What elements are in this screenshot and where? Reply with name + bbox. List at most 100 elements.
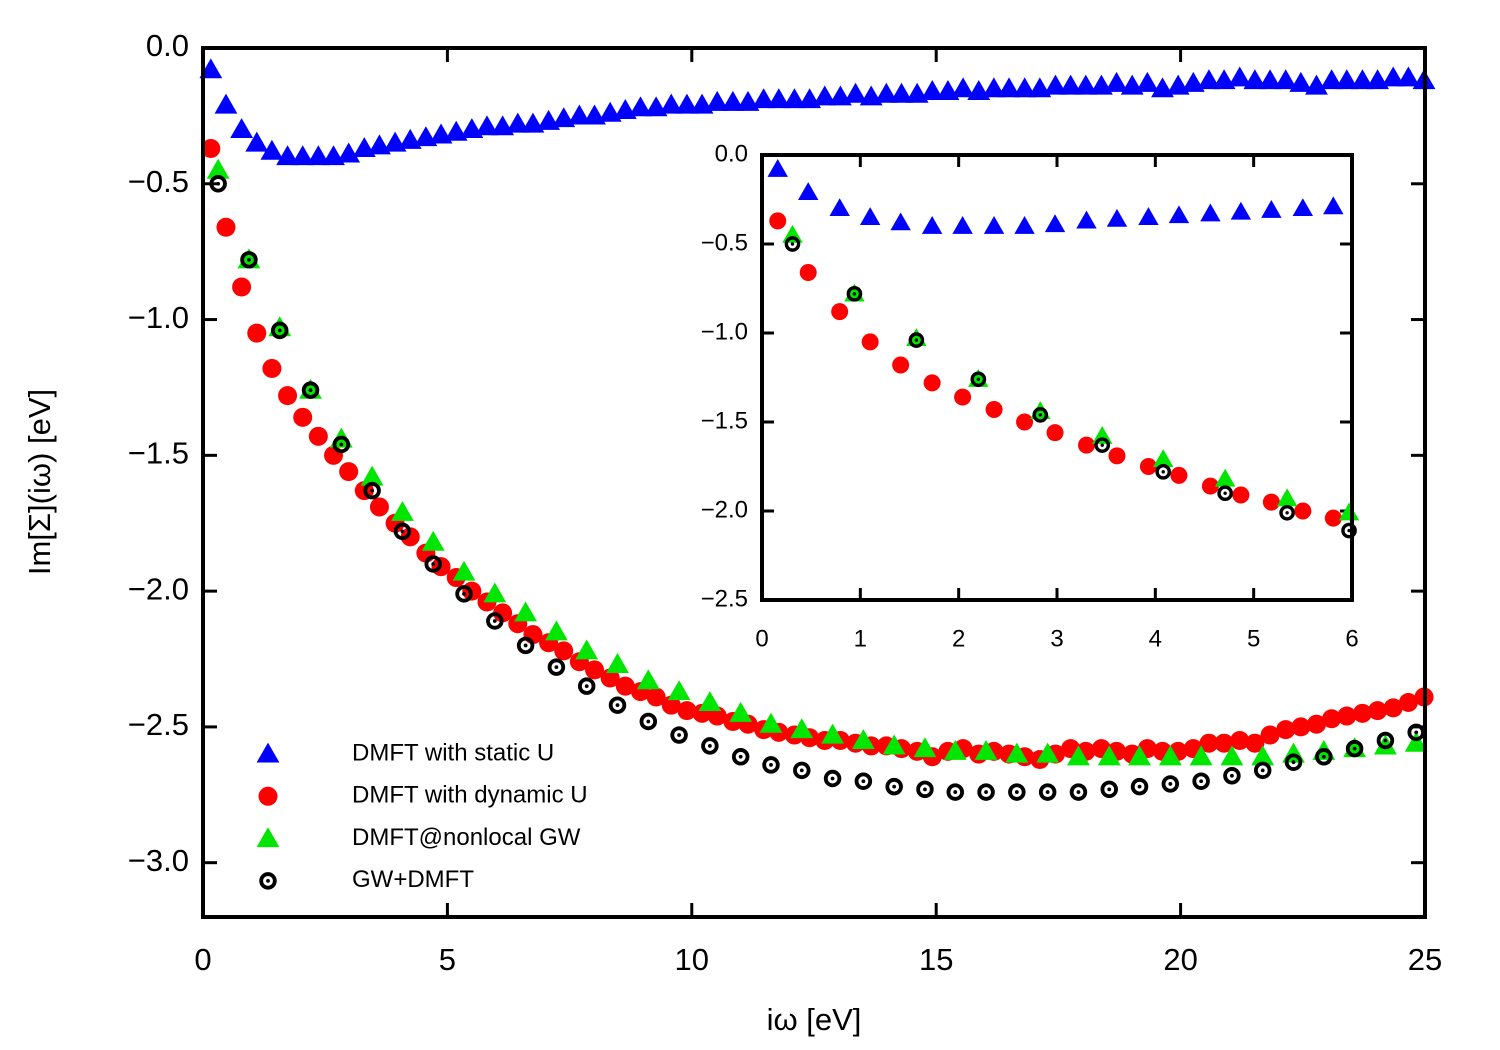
data-point: [1341, 522, 1357, 539]
data-point: [1044, 74, 1067, 95]
ring-dot: [790, 242, 795, 246]
ring-outer: [731, 748, 750, 766]
ring-dot: [523, 643, 528, 648]
data-point: [920, 80, 944, 100]
y-tick-label: −3.0: [128, 843, 189, 878]
data-point: [475, 115, 499, 136]
data-point: [1161, 775, 1180, 793]
legend-label: DMFT@nonlocal GW: [352, 824, 581, 851]
data-point: [1170, 466, 1188, 484]
data-point: [1168, 205, 1190, 224]
data-point: [1398, 692, 1418, 712]
data-point: [1383, 698, 1403, 718]
data-point: [1396, 66, 1420, 87]
ring-outer: [209, 175, 227, 193]
data-point: [721, 90, 745, 111]
data-point: [985, 401, 1003, 419]
ring-outer: [1155, 464, 1172, 480]
data-point: [1155, 464, 1172, 480]
y-tick-label: −0.5: [701, 229, 748, 256]
data-point: [1217, 485, 1233, 502]
data-point: [661, 695, 681, 715]
data-point: [1220, 745, 1244, 766]
data-point: [1230, 730, 1250, 750]
data-point: [1292, 198, 1314, 217]
data-point: [659, 93, 683, 114]
data-point: [1008, 783, 1026, 801]
ring-dot: [646, 719, 651, 724]
ring-dot: [1347, 528, 1351, 533]
data-point: [240, 251, 258, 269]
data-point: [577, 677, 596, 695]
ring-outer: [1223, 767, 1241, 785]
data-point: [1381, 66, 1405, 87]
data-point: [291, 145, 315, 166]
data-point: [951, 77, 975, 98]
x-tick-label: 20: [1163, 942, 1197, 977]
data-point: [1258, 69, 1282, 90]
data-point: [232, 277, 252, 297]
data-point: [1094, 437, 1111, 453]
data-point: [1251, 745, 1275, 766]
data-point: [1338, 502, 1360, 521]
data-point: [1291, 717, 1311, 737]
ring-outer: [1130, 777, 1149, 796]
data-point: [1230, 201, 1252, 220]
y-tick-label: −2.5: [128, 707, 189, 742]
ring-dot: [1383, 738, 1388, 743]
data-point: [1192, 772, 1210, 790]
ring-outer: [793, 761, 811, 780]
data-point: [1044, 214, 1066, 233]
ring-outer: [363, 481, 381, 500]
data-point: [1214, 733, 1234, 753]
ring-dot: [1414, 730, 1419, 735]
data-point: [1262, 493, 1280, 511]
data-point: [585, 660, 605, 680]
data-point: [393, 522, 412, 541]
ring-dot: [216, 181, 221, 186]
data-point: [606, 653, 629, 673]
data-point: [982, 77, 1006, 98]
data-point: [1074, 74, 1098, 95]
ring-outer: [1315, 748, 1333, 766]
ring-outer: [784, 236, 801, 252]
data-point: [675, 93, 699, 114]
data-point: [921, 216, 943, 234]
ring-dot: [266, 879, 270, 883]
data-point: [1228, 66, 1252, 87]
data-point: [1253, 761, 1272, 780]
data-point: [1276, 488, 1298, 507]
data-point: [1069, 783, 1088, 801]
data-point: [324, 445, 344, 465]
data-point: [861, 333, 879, 351]
data-point: [455, 585, 473, 603]
data-point: [997, 77, 1021, 98]
data-point: [486, 612, 504, 630]
ring-outer: [1376, 731, 1395, 750]
data-point: [798, 182, 819, 201]
legend-marker: [256, 742, 280, 763]
data-point: [784, 236, 801, 252]
data-point: [1108, 447, 1126, 465]
ring-outer: [547, 658, 566, 676]
y-tick-label: 0.0: [146, 28, 189, 63]
ring-dot: [914, 338, 919, 342]
ring-dot: [1045, 790, 1050, 794]
data-point: [1320, 69, 1344, 90]
ring-dot: [247, 257, 251, 262]
data-point: [1322, 709, 1342, 729]
x-tick-label: 2: [952, 625, 965, 652]
data-point: [705, 90, 729, 111]
data-point: [646, 687, 666, 707]
ring-outer: [455, 585, 473, 603]
ring-dot: [1168, 782, 1173, 786]
data-point: [199, 58, 223, 79]
data-point: [1139, 458, 1157, 475]
data-point: [1345, 739, 1364, 758]
data-point: [483, 582, 507, 603]
data-point: [1138, 207, 1159, 225]
ring-outer: [1038, 783, 1057, 801]
x-tick-label: 0: [194, 942, 211, 977]
data-point: [424, 555, 442, 573]
